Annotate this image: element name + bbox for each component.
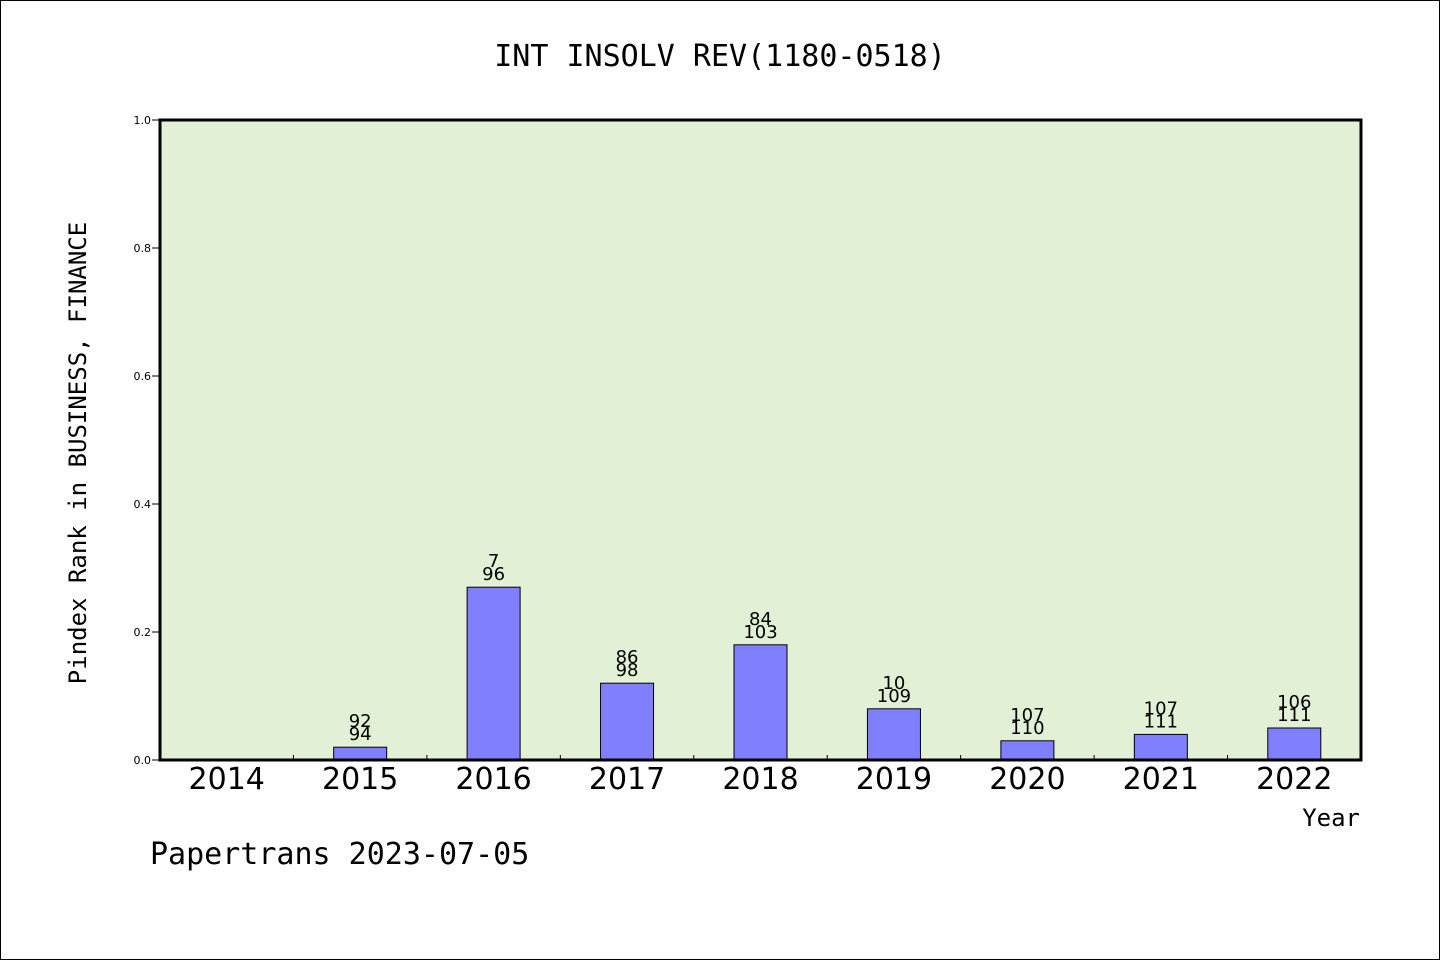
bar bbox=[466, 586, 521, 761]
x-tick-label: 2016 bbox=[455, 762, 531, 797]
bar-label-bottom: 96 bbox=[482, 564, 505, 585]
bar-label-top: 106 bbox=[1277, 692, 1311, 713]
plot-border bbox=[158, 118, 1363, 762]
x-tick-label: 2017 bbox=[589, 762, 665, 797]
bar bbox=[1000, 740, 1055, 761]
y-tick-label: 0.0 bbox=[134, 754, 152, 767]
bar-label-bottom: 111 bbox=[1144, 711, 1178, 732]
x-axis-label: Year bbox=[1302, 804, 1360, 832]
bar bbox=[1267, 727, 1322, 761]
bar bbox=[866, 708, 921, 761]
footer-credit: Papertrans 2023-07-05 bbox=[150, 837, 529, 872]
bar bbox=[333, 746, 388, 761]
y-tick-label: 0.8 bbox=[134, 242, 152, 255]
bar-label-bottom: 94 bbox=[349, 724, 372, 745]
bar-label-top: 7 bbox=[488, 551, 499, 572]
x-tick-label: 2015 bbox=[322, 762, 398, 797]
bar-label-bottom: 109 bbox=[877, 686, 911, 707]
x-tick-label: 2019 bbox=[856, 762, 932, 797]
bar bbox=[600, 682, 655, 761]
y-tick-label: 0.4 bbox=[134, 498, 152, 511]
y-tick-label: 1.0 bbox=[134, 114, 152, 127]
bar-label-top: 107 bbox=[1144, 698, 1178, 719]
x-tick-label: 2020 bbox=[989, 762, 1065, 797]
bar-label-top: 107 bbox=[1010, 705, 1044, 726]
x-tick-label: 2022 bbox=[1256, 762, 1332, 797]
x-tick-label: 2018 bbox=[722, 762, 798, 797]
bar-label-top: 10 bbox=[882, 673, 905, 694]
chart-title: INT INSOLV REV(1180-0518) bbox=[494, 39, 946, 74]
bar bbox=[1133, 733, 1188, 761]
bar-label-top: 86 bbox=[616, 647, 639, 668]
bar bbox=[733, 644, 788, 761]
y-tick-label: 0.2 bbox=[134, 626, 152, 639]
bar-label-bottom: 110 bbox=[1010, 718, 1044, 739]
x-tick-label: 2021 bbox=[1123, 762, 1199, 797]
y-tick-label: 0.6 bbox=[134, 370, 152, 383]
bar-label-bottom: 98 bbox=[616, 660, 639, 681]
x-tick-label: 2014 bbox=[189, 762, 265, 797]
bar-label-top: 92 bbox=[349, 711, 372, 732]
y-axis-label: Pindex Rank in BUSINESS, FINANCE bbox=[64, 222, 92, 684]
bar-label-top: 84 bbox=[749, 609, 772, 630]
bar-label-bottom: 103 bbox=[743, 622, 777, 643]
bar-label-bottom: 111 bbox=[1277, 705, 1311, 726]
